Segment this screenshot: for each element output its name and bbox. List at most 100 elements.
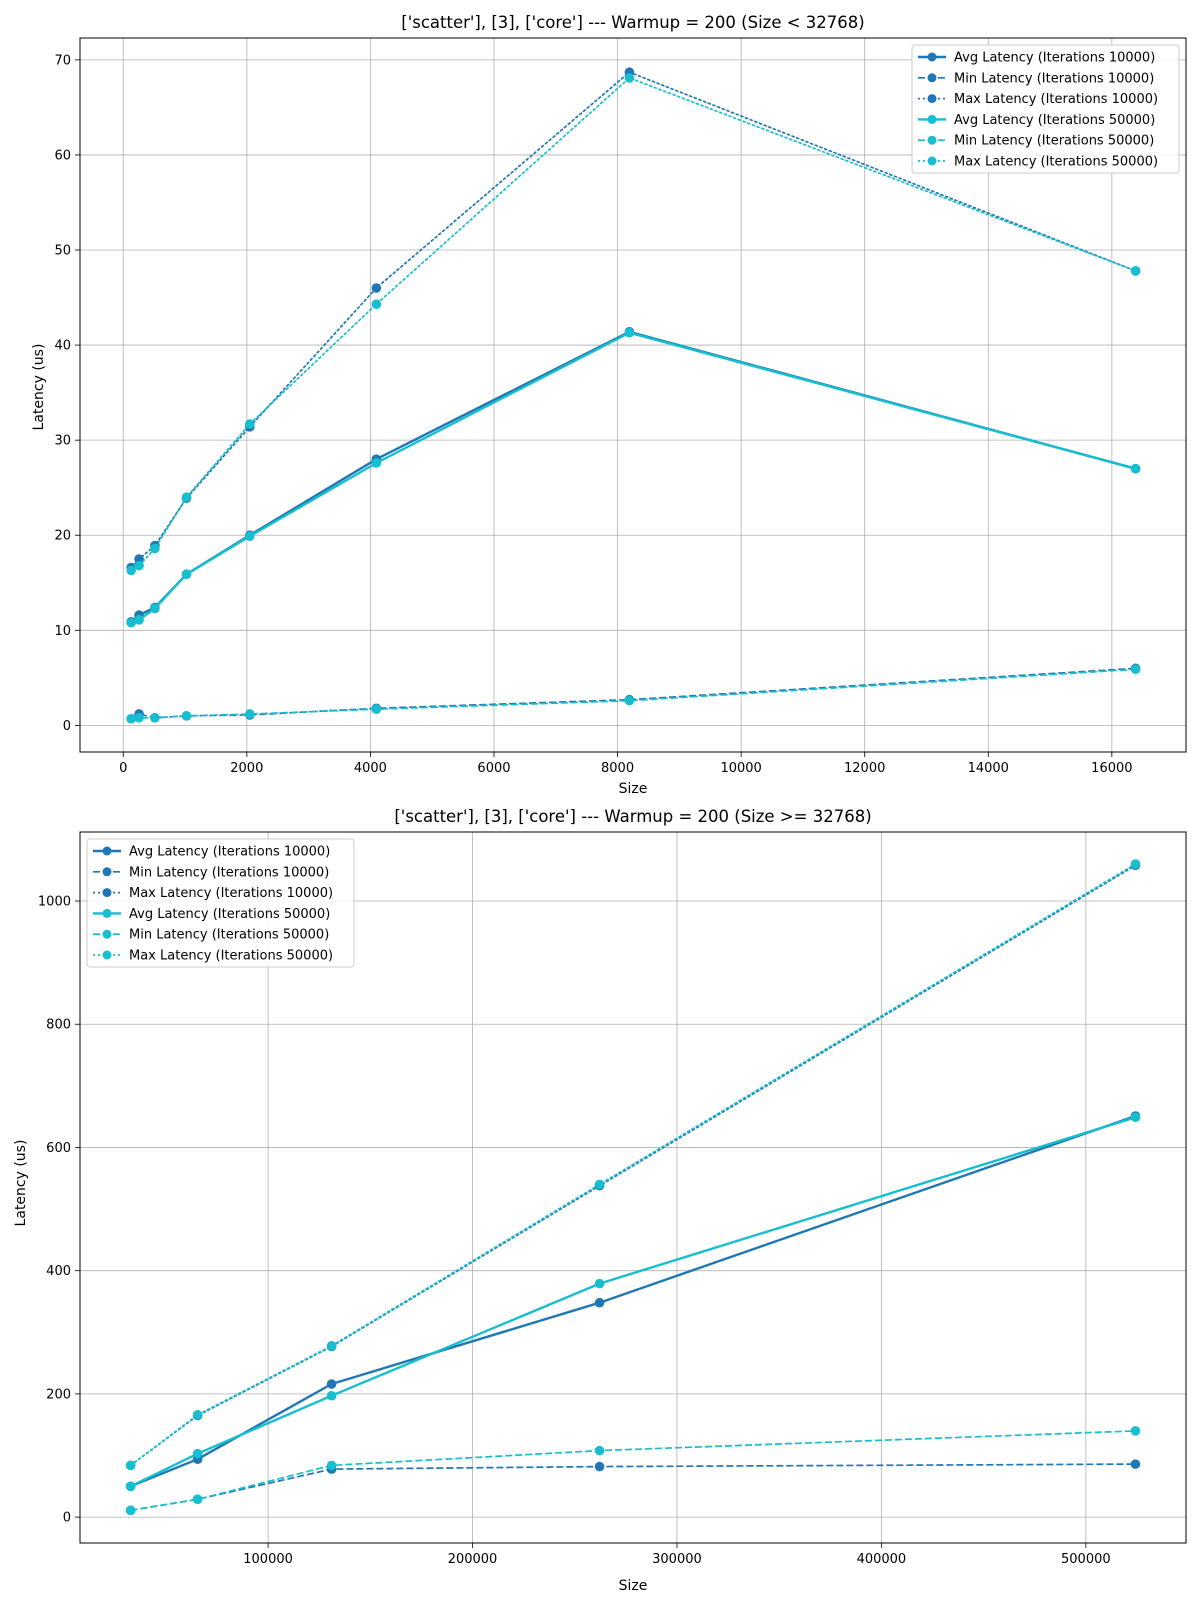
x-tick-label: 16000 <box>1091 761 1132 776</box>
data-point <box>244 419 255 429</box>
x-tick-label: 12000 <box>844 761 885 776</box>
data-point <box>1130 859 1141 869</box>
data-point <box>181 711 192 721</box>
y-tick-label: 200 <box>46 1387 71 1402</box>
series-6 <box>125 859 1141 1471</box>
data-point <box>594 1461 605 1472</box>
data-point <box>371 299 382 310</box>
data-point <box>134 712 144 723</box>
legend-marker <box>927 135 937 145</box>
legend-marker <box>927 73 937 83</box>
legend-marker <box>102 950 112 960</box>
legend-box <box>911 44 1180 174</box>
data-point <box>624 695 635 706</box>
legend-marker <box>102 846 112 856</box>
legend-marker <box>102 908 112 918</box>
data-point <box>126 617 136 628</box>
y-tick-label: 50 <box>54 244 71 259</box>
series-lines <box>126 67 1141 724</box>
series-4 <box>126 327 1141 628</box>
data-point <box>594 1278 605 1289</box>
y-tick-label: 70 <box>54 53 71 68</box>
data-point <box>1130 463 1141 474</box>
y-tick-label: 60 <box>54 148 71 163</box>
x-axis-label: Size <box>619 781 648 797</box>
y-tick-label: 0 <box>63 719 71 734</box>
data-point <box>1130 1426 1141 1436</box>
legend-marker <box>927 94 937 104</box>
y-tick-label: 800 <box>46 1018 71 1033</box>
x-tick-label: 8000 <box>601 761 634 776</box>
data-point <box>371 283 382 293</box>
data-point <box>181 569 192 580</box>
legend-label: Min Latency (Iterations 10000) <box>954 71 1154 86</box>
axis-ticks: 100000 200000 300000 400000 500000 0 200 400 600… <box>38 895 1111 1567</box>
legend-label: Avg Latency (Iterations 10000) <box>954 51 1155 66</box>
data-point <box>371 704 382 715</box>
chart-title: ['scatter'], [3], ['core'] --- Warmup = … <box>394 807 871 826</box>
series-4 <box>125 1112 1141 1492</box>
legend-label: Avg Latency (Iterations 50000) <box>129 907 330 922</box>
x-tick-label: 14000 <box>968 761 1009 776</box>
legend-label: Min Latency (Iterations 50000) <box>954 134 1154 149</box>
data-point <box>326 1379 337 1389</box>
legend-label: Avg Latency (Iterations 50000) <box>954 113 1155 128</box>
data-point <box>244 709 255 719</box>
series-6 <box>126 73 1141 576</box>
legend-label: Max Latency (Iterations 10000) <box>129 886 333 901</box>
plot-frame <box>79 831 1187 1544</box>
legend-marker <box>927 52 937 62</box>
data-point <box>150 712 160 723</box>
legend-marker <box>102 929 112 939</box>
y-tick-label: 40 <box>54 339 71 354</box>
legend-label: Avg Latency (Iterations 10000) <box>129 845 330 860</box>
data-point <box>125 1481 136 1492</box>
data-point <box>1130 1459 1141 1469</box>
data-point <box>181 492 192 503</box>
data-point <box>126 565 136 576</box>
data-point <box>134 554 144 564</box>
data-point <box>150 603 160 614</box>
data-point <box>594 1179 605 1190</box>
legend-label: Max Latency (Iterations 10000) <box>954 92 1158 107</box>
data-point <box>624 327 635 338</box>
data-point <box>134 615 144 625</box>
data-point <box>326 1341 337 1351</box>
data-point <box>134 560 144 571</box>
y-axis-label: Latency (us) <box>13 1140 29 1227</box>
y-tick-label: 1000 <box>38 895 71 910</box>
data-point <box>1130 1112 1141 1123</box>
data-point <box>1130 664 1141 675</box>
x-tick-label: 0 <box>119 761 127 776</box>
series-lines <box>125 859 1141 1516</box>
data-point <box>326 1390 337 1401</box>
data-point <box>192 1410 203 1420</box>
data-point <box>371 458 382 468</box>
legend-label: Max Latency (Iterations 50000) <box>129 949 333 964</box>
y-tick-label: 30 <box>54 434 71 449</box>
data-point <box>624 73 635 83</box>
y-axis-label: Latency (us) <box>31 344 47 431</box>
x-tick-label: 400000 <box>857 1552 907 1567</box>
y-tick-label: 20 <box>54 529 71 544</box>
legend-box <box>86 838 355 968</box>
legend: Avg Latency (Iterations 10000) Min Latenc… <box>911 44 1180 174</box>
x-axis-label: Size <box>619 1578 648 1594</box>
chart-top: ['scatter'], [3], ['core'] --- Warmup = … <box>31 13 1187 797</box>
series-5 <box>126 664 1141 724</box>
legend-marker <box>102 867 112 877</box>
y-tick-label: 600 <box>46 1141 71 1156</box>
y-tick-label: 0 <box>63 1511 71 1526</box>
legend-marker <box>927 156 937 166</box>
y-tick-label: 400 <box>46 1264 71 1279</box>
x-tick-label: 300000 <box>652 1552 702 1567</box>
legend-marker <box>102 888 112 898</box>
legend-marker <box>927 114 937 124</box>
data-point <box>594 1297 605 1308</box>
data-point <box>244 531 255 541</box>
data-point <box>150 543 160 554</box>
x-tick-label: 100000 <box>243 1552 293 1567</box>
x-tick-label: 4000 <box>354 761 387 776</box>
